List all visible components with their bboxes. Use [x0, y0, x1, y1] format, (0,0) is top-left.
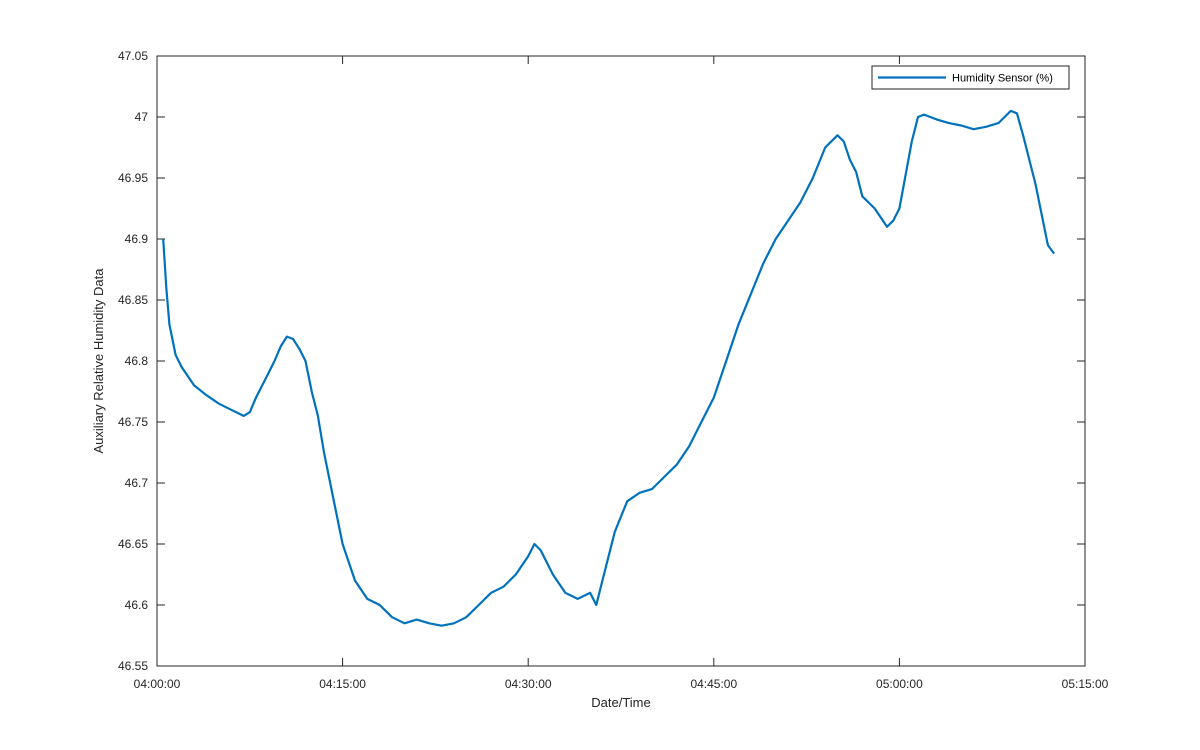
y-tick-label: 47.05 [118, 49, 148, 63]
y-axis-label: Auxiliary Relative Humidity Data [91, 268, 106, 454]
y-tick-label: 47 [135, 110, 149, 124]
y-tick-labels: 46.55 46.6 46.65 46.7 46.75 46.8 46.85 46.9 46.9… [118, 49, 148, 673]
y-tick-label: 46.75 [118, 415, 148, 429]
y-tick-label: 46.85 [118, 293, 148, 307]
y-tick-label: 46.65 [118, 537, 148, 551]
x-tick-labels: 04:00:00 04:15:00 04:30:00 04:45:00 05:00:00… [134, 677, 1109, 691]
y-tick-label: 46.7 [125, 476, 149, 490]
y-tick-label: 46.9 [125, 232, 149, 246]
x-tick-label: 04:00:00 [134, 677, 181, 691]
x-tick-label: 04:15:00 [319, 677, 366, 691]
legend-label-humidity: Humidity Sensor (%) [952, 73, 1053, 85]
legend: Humidity Sensor (%) [871, 65, 1070, 90]
y-tick-label: 46.95 [118, 171, 148, 185]
x-axis-label: Date/Time [591, 695, 650, 710]
x-tick-label: 05:15:00 [1062, 677, 1109, 691]
y-tick-label: 46.8 [125, 354, 149, 368]
x-tick-label: 04:45:00 [690, 677, 737, 691]
legend-box [871, 65, 1070, 90]
axis-ticks [156, 55, 1086, 667]
x-tick-label: 05:00:00 [876, 677, 923, 691]
series-line-humidity [162, 109, 1055, 627]
x-tick-label: 04:30:00 [505, 677, 552, 691]
y-tick-label: 46.6 [125, 598, 149, 612]
plot-area [156, 55, 1086, 667]
y-tick-label: 46.55 [118, 659, 148, 673]
